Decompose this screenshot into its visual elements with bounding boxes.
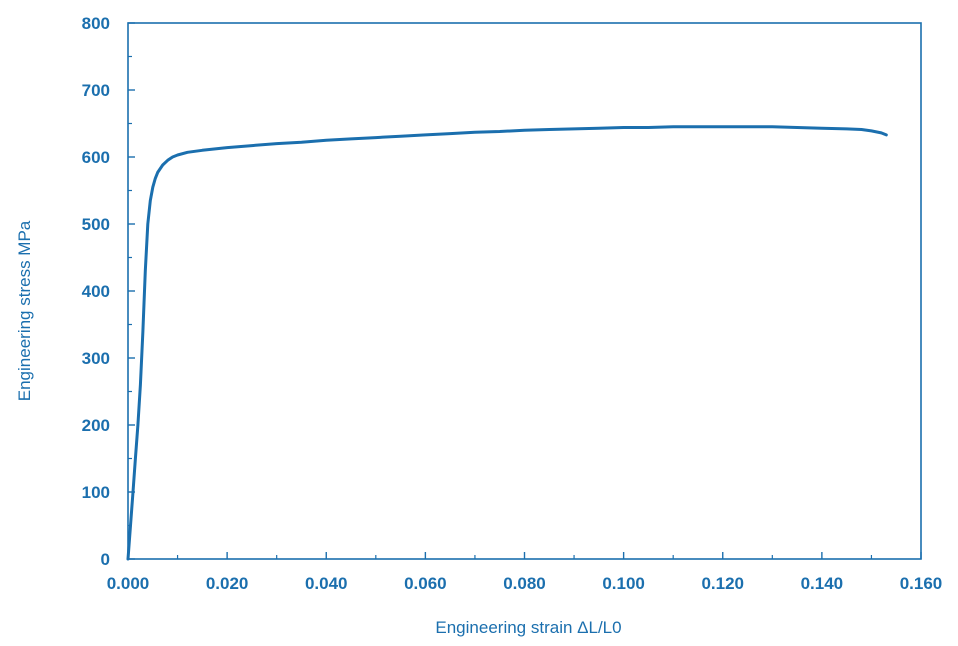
x-tick-label: 0.080 — [503, 574, 546, 593]
y-tick-label: 600 — [82, 148, 110, 167]
x-tick-label: 0.060 — [404, 574, 447, 593]
x-axis-title: Engineering strain ΔL/L0 — [435, 618, 621, 637]
axes — [127, 22, 922, 560]
series-line — [126, 125, 888, 561]
y-tick-label: 0 — [101, 550, 110, 569]
x-tick-label: 0.160 — [900, 574, 943, 593]
plot-frame — [127, 22, 922, 560]
x-tick-label: 0.120 — [701, 574, 744, 593]
y-tick-label: 500 — [82, 215, 110, 234]
x-tick-label: 0.020 — [206, 574, 249, 593]
y-axis-title: Engineering stress MPa — [15, 220, 34, 401]
y-tick-label: 700 — [82, 81, 110, 100]
y-tick-label: 300 — [82, 349, 110, 368]
y-tick-label: 100 — [82, 483, 110, 502]
y-tick-label: 400 — [82, 282, 110, 301]
x-tick-label: 0.140 — [801, 574, 844, 593]
y-tick-label: 800 — [82, 14, 110, 33]
x-tick-label: 0.100 — [602, 574, 645, 593]
x-tick-label: 0.000 — [107, 574, 150, 593]
y-tick-label: 200 — [82, 416, 110, 435]
series-layer — [126, 125, 888, 561]
labels-layer: Engineering strain ΔL/L0 Engineering str… — [15, 14, 942, 637]
x-tick-label: 0.040 — [305, 574, 348, 593]
